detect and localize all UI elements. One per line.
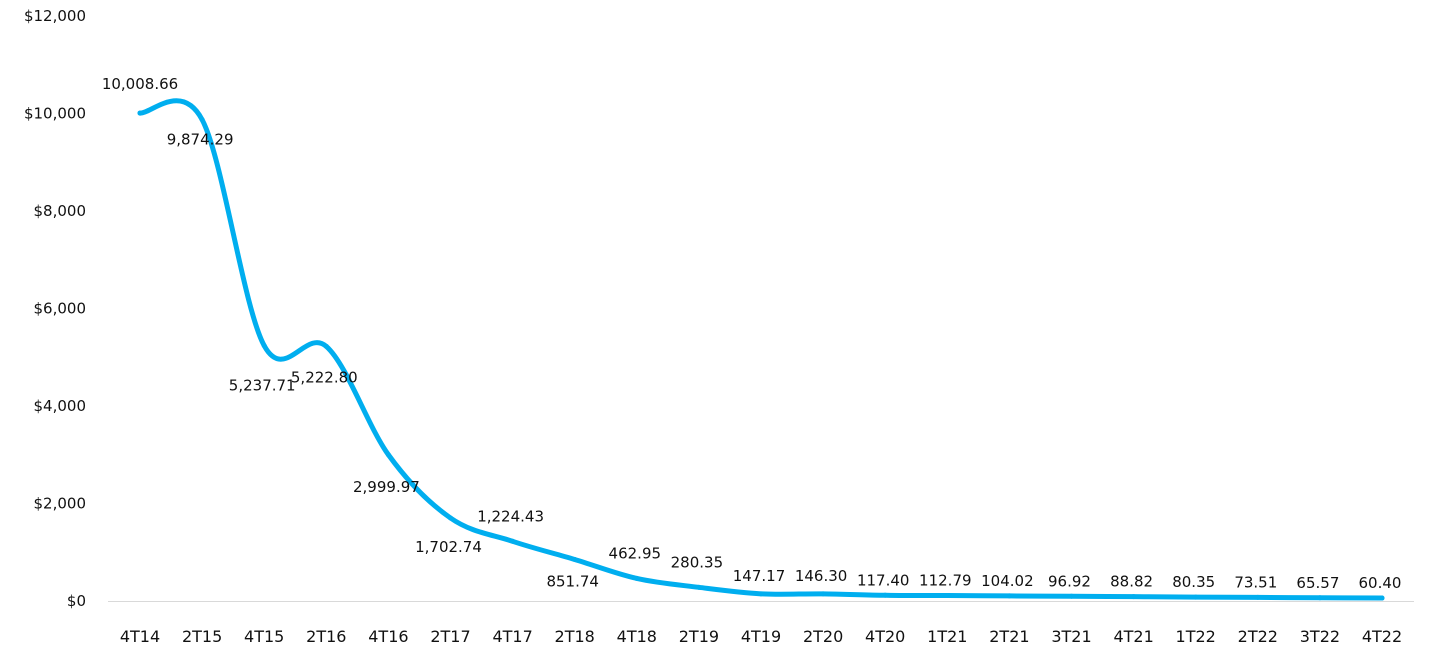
data-point	[572, 556, 578, 562]
data-point	[199, 117, 205, 123]
data-points	[137, 110, 1385, 601]
data-point	[1006, 593, 1012, 599]
data-label: 147.17	[733, 567, 786, 585]
y-tick-label: $2,000	[34, 495, 87, 513]
y-tick-label: $6,000	[34, 300, 87, 318]
data-point	[634, 575, 640, 581]
x-tick-label: 4T14	[120, 627, 160, 646]
data-labels: 10,008.66 9,874.29 5,237.715,222.80 2,999.9…	[102, 75, 1402, 592]
data-label: 65.57	[1296, 574, 1339, 592]
data-point	[1317, 595, 1323, 601]
x-tick-label: 2T18	[555, 627, 595, 646]
data-label: 9,874.29	[167, 131, 234, 149]
x-tick-label: 2T17	[430, 627, 470, 646]
x-tick-label: 2T21	[989, 627, 1029, 646]
x-tick-label: 2T19	[679, 627, 719, 646]
data-label: 88.82	[1110, 573, 1153, 591]
data-point	[385, 452, 391, 458]
x-tick-label: 3T22	[1300, 627, 1340, 646]
x-tick-label: 3T21	[1051, 627, 1091, 646]
x-tick-label: 4T22	[1362, 627, 1402, 646]
data-point	[1255, 594, 1261, 600]
data-label: 2,999.97	[353, 478, 420, 496]
series-line	[137, 98, 1385, 601]
x-tick-label: 2T16	[306, 627, 346, 646]
data-point	[1069, 593, 1074, 599]
data-label: 851.74	[546, 572, 599, 590]
x-tick-label: 1T22	[1176, 627, 1216, 646]
x-tick-label: 2T15	[182, 627, 222, 646]
data-point	[1379, 595, 1385, 601]
y-tick-label: $0	[67, 592, 86, 610]
data-label: 60.40	[1359, 574, 1402, 592]
y-tick-label: $4,000	[34, 397, 87, 415]
data-label: 462.95	[609, 544, 662, 562]
x-tick-label: 2T20	[803, 627, 843, 646]
x-tick-label: 4T17	[492, 627, 532, 646]
data-point	[696, 584, 702, 590]
x-tick-label: 4T19	[741, 627, 781, 646]
x-axis: 4T14 2T15 4T15 2T16 4T16 2T17 4T17 2T18 4T18 2T19…	[120, 627, 1402, 646]
x-tick-label: 1T21	[927, 627, 967, 646]
y-axis: $0 $2,000 $4,000 $6,000 $8,000 $10,000 $12,000	[24, 7, 86, 610]
data-label: 80.35	[1172, 573, 1215, 591]
data-point	[758, 591, 764, 597]
data-point	[944, 593, 950, 599]
x-tick-label: 4T20	[865, 627, 905, 646]
data-point	[1193, 594, 1199, 600]
x-tick-label: 4T16	[368, 627, 408, 646]
data-label: 96.92	[1048, 572, 1091, 590]
data-label: 280.35	[671, 553, 724, 571]
data-point	[820, 591, 826, 597]
x-tick-label: 4T15	[244, 627, 284, 646]
y-tick-label: $8,000	[34, 202, 87, 220]
data-label: 104.02	[981, 572, 1034, 590]
y-tick-label: $10,000	[24, 105, 86, 123]
data-label: 112.79	[919, 572, 972, 590]
data-point	[1131, 594, 1137, 600]
data-point	[261, 343, 267, 349]
data-label: 10,008.66	[102, 75, 178, 93]
data-point	[323, 343, 329, 349]
x-tick-label: 2T22	[1238, 627, 1278, 646]
data-label: 1,224.43	[477, 507, 544, 525]
data-label: 5,237.71	[229, 377, 296, 395]
data-label: 146.30	[795, 567, 848, 585]
data-point	[448, 515, 453, 521]
data-label: 73.51	[1234, 573, 1277, 591]
data-point	[882, 592, 888, 598]
data-label: 117.40	[857, 571, 910, 589]
data-label: 1,702.74	[415, 538, 482, 556]
data-label: 5,222.80	[291, 368, 358, 386]
y-tick-label: $12,000	[24, 7, 86, 25]
x-tick-label: 4T21	[1113, 627, 1153, 646]
x-tick-label: 4T18	[617, 627, 657, 646]
data-point	[510, 538, 516, 544]
data-point	[137, 110, 143, 116]
